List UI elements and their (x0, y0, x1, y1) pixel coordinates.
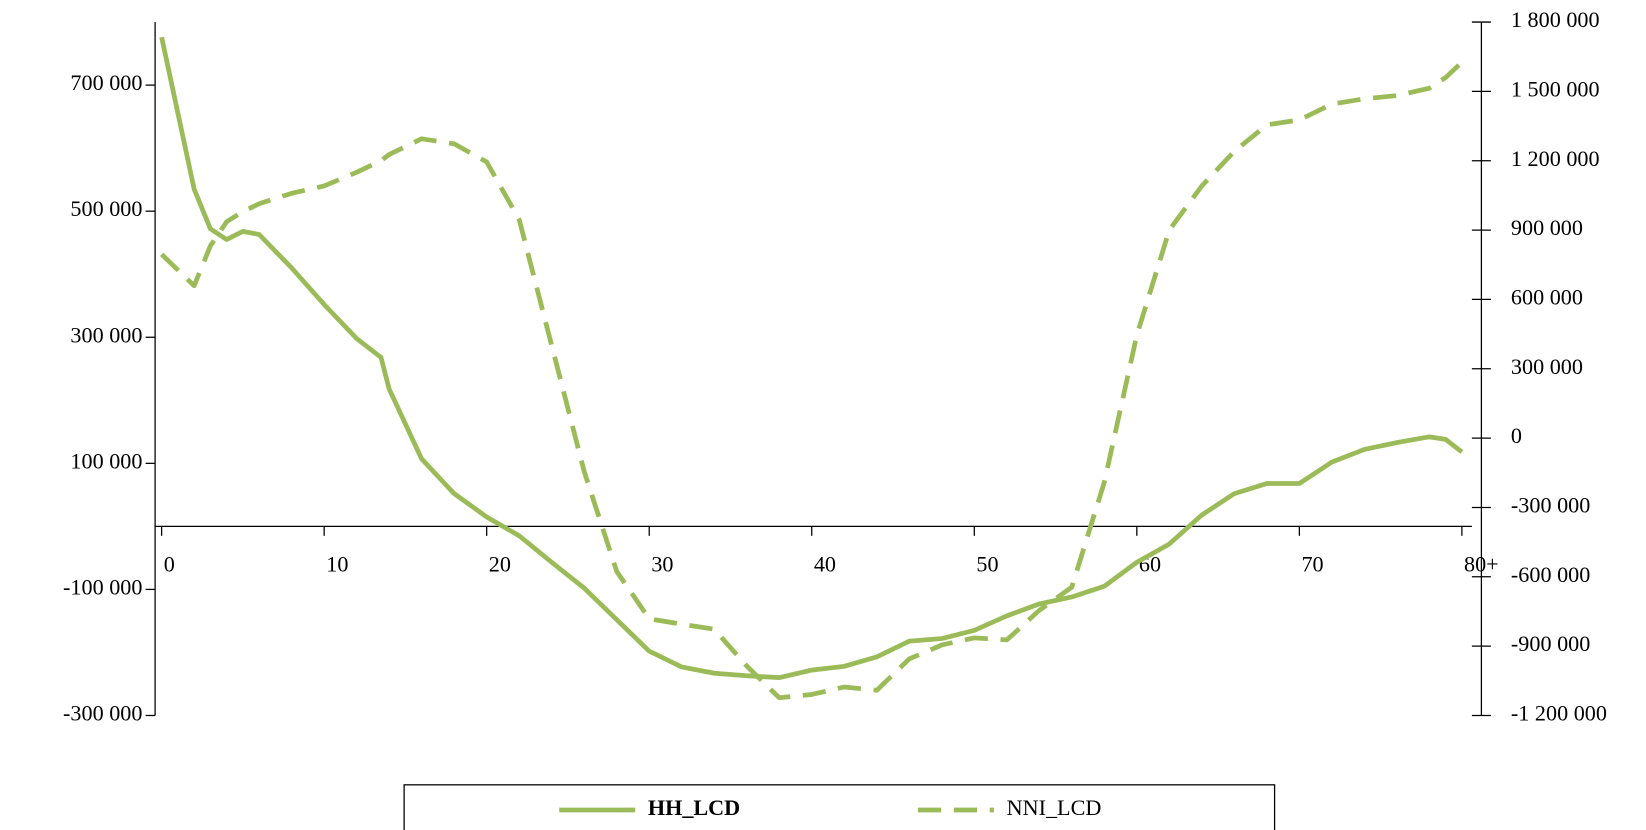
x-tick-label: 50 (976, 551, 998, 576)
y2-tick-label: 1 800 000 (1511, 7, 1600, 32)
y2-tick-label: -900 000 (1511, 631, 1590, 656)
y2-tick-label: 900 000 (1511, 215, 1583, 240)
x-tick-label: 20 (489, 551, 511, 576)
y-tick-label: 100 000 (70, 448, 142, 473)
series-line (159, 36, 1464, 681)
x-tick-label: 80+ (1464, 551, 1499, 576)
x-tick-label: 10 (326, 551, 348, 576)
x-tick-label: 40 (814, 551, 836, 576)
y-tick-label: -100 000 (63, 575, 142, 600)
y-tick-label: 300 000 (70, 322, 142, 347)
y2-tick-label: 1 500 000 (1511, 77, 1600, 102)
x-tick-label: 0 (164, 551, 175, 576)
series-line (159, 60, 1464, 701)
legend-box (403, 784, 1276, 830)
legend-label: NNI_LCD (1007, 795, 1102, 820)
y2-tick-label: 600 000 (1511, 285, 1583, 310)
y2-tick-label: -300 000 (1511, 493, 1590, 518)
y2-tick-label: 300 000 (1511, 354, 1583, 379)
y2-tick-label: 1 200 000 (1511, 146, 1600, 171)
y-tick-label: 700 000 (70, 70, 142, 95)
legend-label: HH_LCD (648, 795, 740, 820)
y-tick-label: 500 000 (70, 196, 142, 221)
y2-tick-label: -600 000 (1511, 562, 1590, 587)
x-tick-label: 30 (651, 551, 673, 576)
y2-tick-label: -1 200 000 (1511, 701, 1607, 726)
y2-tick-label: 0 (1511, 423, 1522, 448)
y-tick-label: -300 000 (63, 701, 142, 726)
x-tick-label: 70 (1301, 551, 1323, 576)
